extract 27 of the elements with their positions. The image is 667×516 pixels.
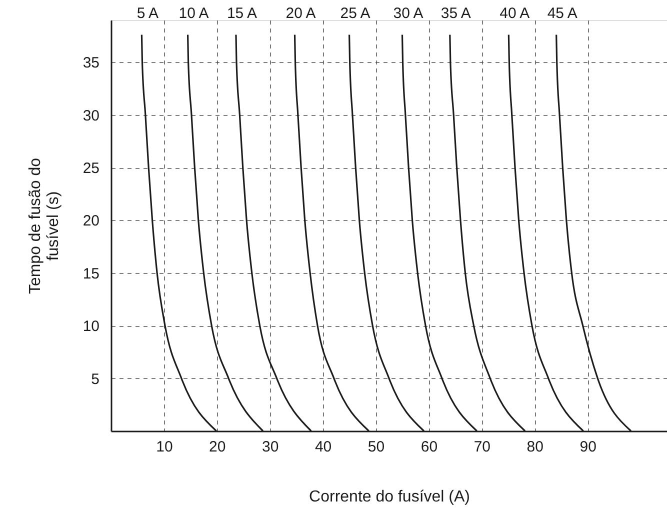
series-label: 35 A [440, 4, 471, 22]
x-tick-label: 70 [474, 438, 491, 456]
series-label: 30 A [393, 4, 424, 22]
series-label: 20 A [286, 4, 316, 22]
y-axis-title: Tempo de fusão do fusível (s) [26, 158, 62, 294]
x-tick-label: 90 [580, 438, 596, 456]
y-tick-label: 5 [91, 370, 100, 388]
series-label: 40 A [500, 4, 530, 22]
series-label: 25 A [340, 4, 370, 22]
x-tick-label: 80 [526, 438, 544, 456]
x-tick-label: 40 [314, 438, 332, 456]
x-tick-label: 10 [156, 438, 173, 456]
y-tick-label: 10 [82, 318, 100, 336]
x-tick-label: 30 [262, 438, 279, 456]
y-tick-label: 25 [82, 160, 100, 178]
x-tick-label: 50 [368, 438, 385, 456]
series-label: 10 A [178, 4, 209, 22]
x-axis-title: Corrente do fusível (A) [309, 488, 470, 506]
x-tick-label: 60 [420, 438, 438, 456]
series-label: 5 A [136, 4, 159, 22]
y-tick-label: 15 [82, 265, 100, 282]
y-tick-label: 30 [82, 107, 100, 124]
series-label: 45 A [547, 4, 578, 22]
y-tick-label: 35 [82, 54, 100, 72]
series-label: 15 A [226, 4, 257, 22]
x-tick-label: 20 [209, 438, 226, 456]
y-tick-label: 20 [82, 212, 100, 230]
